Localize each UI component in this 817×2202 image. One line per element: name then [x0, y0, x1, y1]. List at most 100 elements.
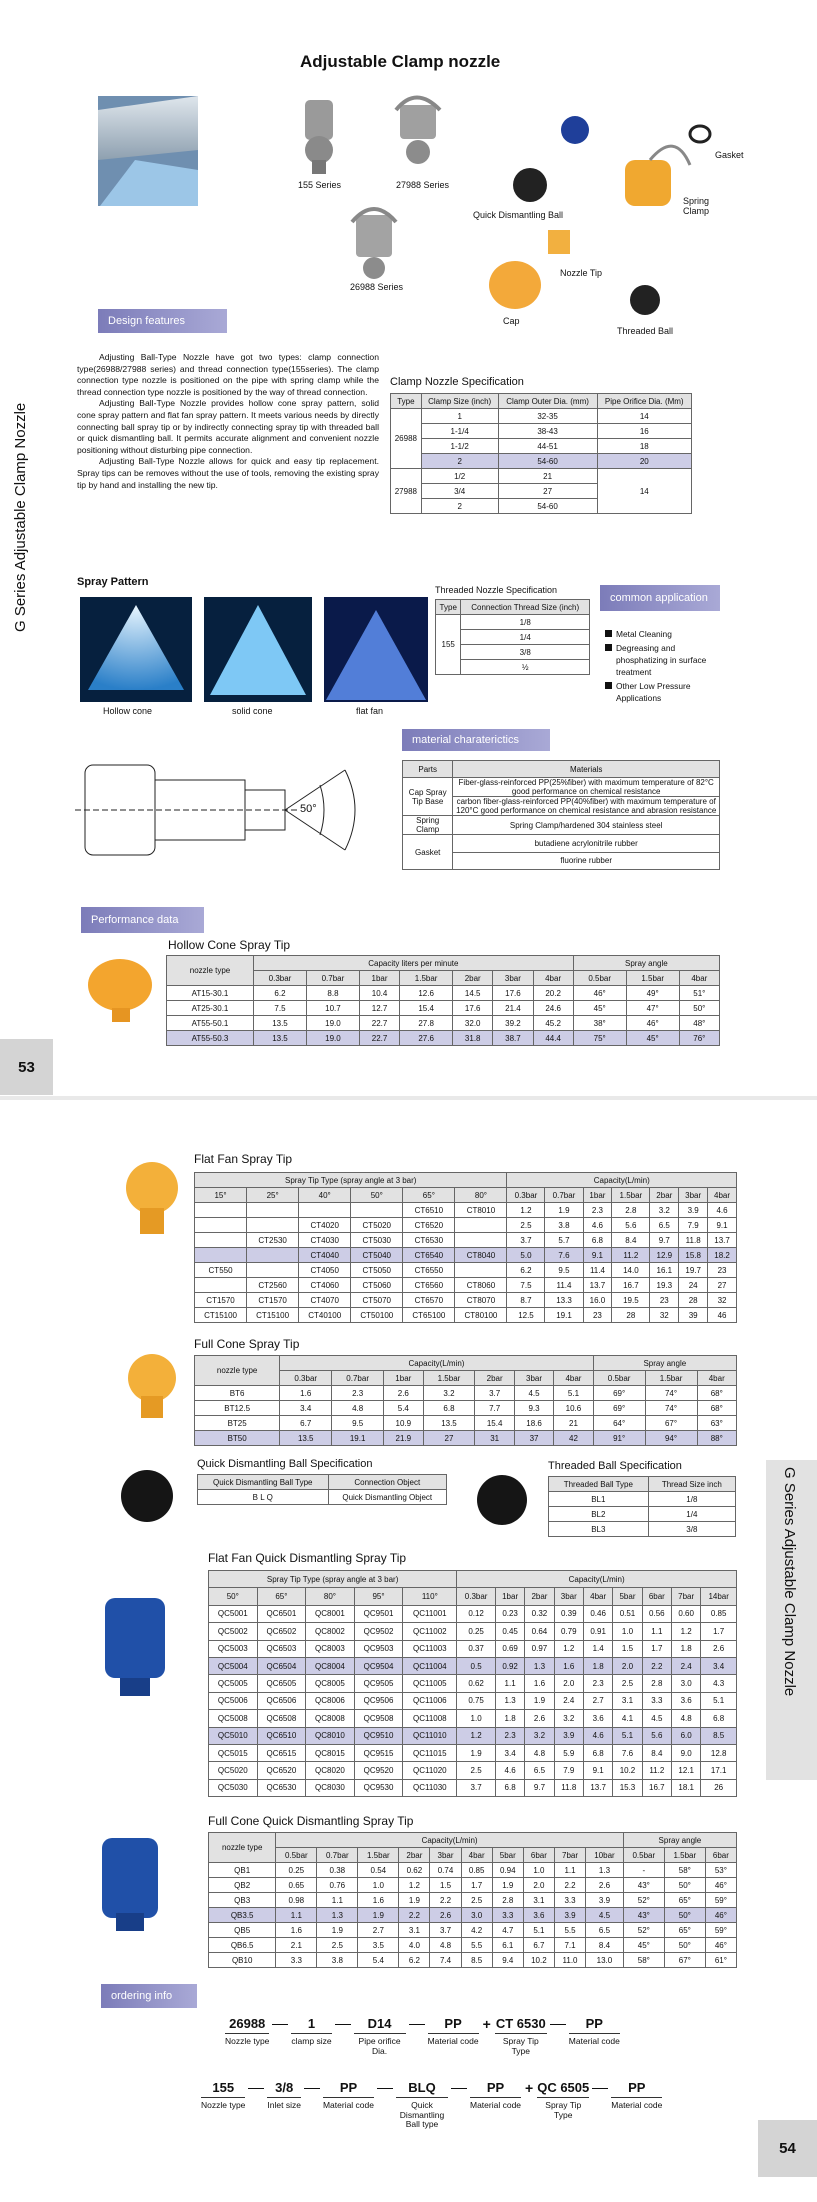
cell: 4.1 — [612, 1709, 643, 1728]
cell: 8.4 — [641, 1743, 673, 1763]
cell: 39.2 — [492, 1015, 534, 1031]
cell: 2.8 — [641, 1674, 673, 1693]
cell: QC5030 — [208, 1778, 258, 1798]
cell: 9.1 — [707, 1217, 737, 1233]
table-title: Threaded Nozzle Specification — [435, 585, 558, 595]
cell: 23 — [582, 1307, 613, 1323]
header-cell: 1.5bar — [399, 970, 454, 986]
cell: 67° — [644, 1415, 698, 1431]
code: 26988 — [229, 2016, 266, 2031]
cell: 1.5 — [429, 1877, 462, 1893]
cell: 2.7 — [357, 1922, 400, 1938]
dash — [303, 2088, 320, 2089]
cell: 45.2 — [532, 1015, 574, 1031]
cell: 45° — [625, 1030, 680, 1046]
cell: 6.8 — [422, 1400, 476, 1416]
flat-fan-qd-tip — [105, 1598, 165, 1696]
cell: 23 — [649, 1292, 680, 1308]
cell: QC6506 — [256, 1691, 307, 1711]
cell: 13.5 — [422, 1415, 476, 1431]
side-label: G Series Adjustable Clamp Nozzle — [12, 402, 29, 632]
cell: 8.4 — [585, 1937, 624, 1953]
cell: 6.5 — [585, 1922, 624, 1938]
cell: 6.2 — [253, 985, 307, 1001]
cell: 14 — [596, 408, 693, 424]
table-row: ½ — [436, 659, 590, 675]
cell: 18 — [596, 438, 693, 454]
header-cell: 4bar — [696, 1370, 737, 1386]
header-cell: 3bar — [513, 1370, 555, 1386]
side-label: G Series Adjustable Clamp Nozzle — [781, 1467, 798, 1697]
cell: 0.85 — [700, 1604, 737, 1624]
cell: QC11030 — [402, 1778, 458, 1798]
cell: 88° — [696, 1430, 737, 1446]
cell: 37 — [513, 1430, 555, 1446]
cell: 11.8 — [553, 1778, 584, 1798]
cell: 13.7 — [582, 1277, 613, 1293]
table-title: Full Cone Quick Dismantling Spray Tip — [208, 1814, 414, 1828]
cell — [193, 1277, 248, 1293]
table-wrap: Spray Tip Type (spray angle at 3 bar) Cap… — [207, 1569, 737, 1798]
table: nozzle type Capacity liters per minute Spr… — [166, 955, 721, 1046]
cell: CT65100 — [402, 1307, 456, 1323]
cell: QB3.5 — [207, 1907, 277, 1923]
cell: 3.3 — [491, 1907, 524, 1923]
cell: CT2530 — [246, 1232, 300, 1248]
cell: 1.6 — [279, 1385, 333, 1401]
table-wrap: Quick Dismantling Ball Type Connection Ob… — [197, 1474, 448, 1505]
cell: 46° — [704, 1907, 738, 1923]
cell: QC11008 — [402, 1709, 458, 1728]
cell: 0.85 — [460, 1862, 493, 1878]
cell: 4.5 — [585, 1907, 624, 1923]
table-row: Spray Tip Type (spray angle at 3 bar) Cap… — [193, 1172, 737, 1188]
cell: 11.2 — [641, 1761, 673, 1780]
cell: 69° — [592, 1400, 646, 1416]
cell: BL3 — [548, 1521, 649, 1537]
cell: BL2 — [548, 1506, 649, 1522]
code-part: PP Material code — [611, 2080, 663, 2111]
cell: 7.1 — [553, 1937, 587, 1953]
paragraph: Adjusting Ball-Type Nozzle provides holl… — [77, 398, 379, 455]
cell: 9.5 — [331, 1415, 385, 1431]
cell: BL1 — [548, 1491, 649, 1507]
cell: CT4060 — [298, 1277, 352, 1293]
cell: 46° — [704, 1877, 738, 1893]
cell: 2.5 — [460, 1892, 493, 1908]
cell: 1.8 — [494, 1709, 526, 1728]
cell: 4.3 — [700, 1674, 737, 1693]
cell: QC11005 — [402, 1674, 458, 1693]
table-row: Cap Spray Tip Base Fiber-glass-reinforced… — [401, 777, 720, 817]
cell: 58° — [663, 1862, 706, 1878]
cell: 3.2 — [649, 1202, 680, 1218]
cell: QB10 — [207, 1952, 277, 1968]
cell: 3.6 — [670, 1691, 702, 1711]
cell: 5.1 — [553, 1385, 594, 1401]
cell: Fiber-glass-reinforced PP(25%fiber) with… — [452, 777, 720, 798]
cell: 3.1 — [522, 1892, 555, 1908]
cell: 2.2 — [429, 1892, 462, 1908]
cell: 6.2 — [506, 1262, 546, 1278]
header-cell: 5bar — [491, 1847, 524, 1863]
cell: 1.4 — [582, 1639, 614, 1658]
flat-fan-tip — [126, 1162, 178, 1234]
cell: 1.0 — [456, 1709, 496, 1728]
cell: 11.4 — [544, 1277, 584, 1293]
cell: 27.8 — [399, 1015, 454, 1031]
code-part: D14 Pipe orifice Dia. — [353, 2016, 406, 2056]
header-cell: 80° — [454, 1187, 508, 1203]
application-item: Degreasing and phosphatizing in surface … — [605, 642, 723, 678]
cell: CT40100 — [298, 1307, 352, 1323]
header-cell: 0.3bar — [456, 1587, 496, 1606]
cell: 3.8 — [316, 1952, 359, 1968]
header-cell: 95° — [353, 1587, 404, 1606]
design-text: Adjusting Ball-Type Nozzle have got two … — [77, 352, 379, 491]
cell: 74° — [644, 1385, 698, 1401]
cell — [246, 1247, 300, 1263]
cell: 44.4 — [532, 1030, 574, 1046]
cell: 1.0 — [357, 1877, 400, 1893]
cell: 3/8 — [647, 1521, 737, 1537]
header-cell: Parts — [401, 759, 454, 779]
application-list: Metal Cleaning Degreasing and phosphatizi… — [605, 628, 723, 706]
cell: 0.56 — [641, 1604, 673, 1624]
cell: 54-60 — [497, 453, 598, 469]
